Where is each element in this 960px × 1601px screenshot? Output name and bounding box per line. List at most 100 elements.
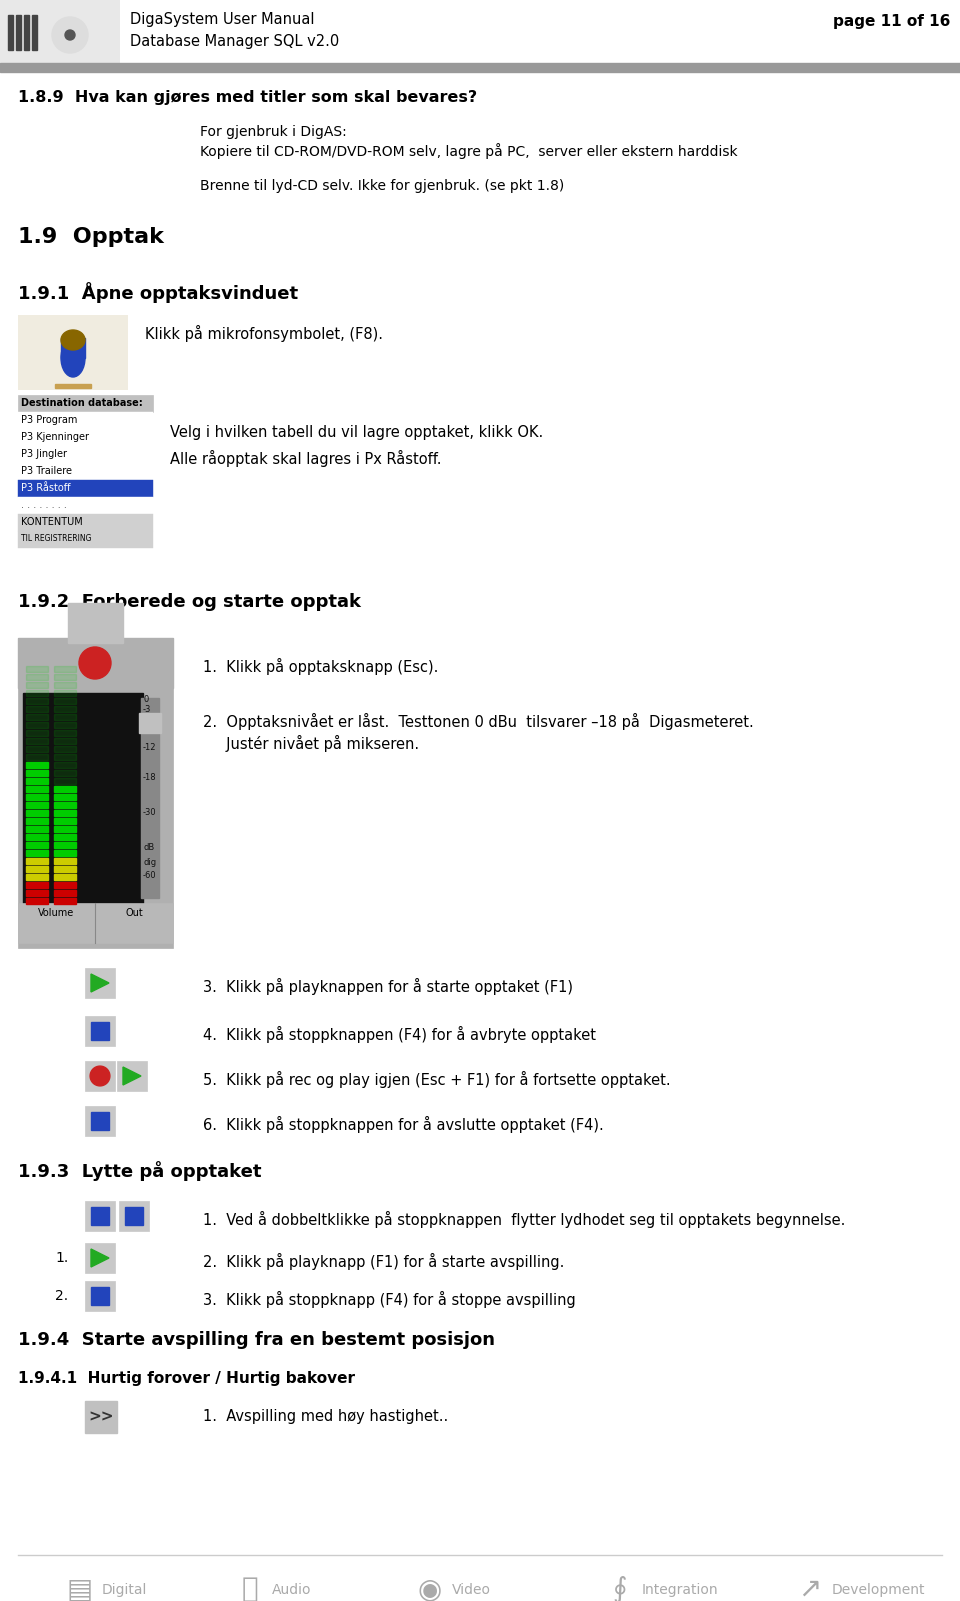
Ellipse shape (61, 330, 85, 351)
Bar (18, 411, 153, 429)
Text: Digital: Digital (102, 1583, 148, 1598)
Bar (0, 62, 960, 72)
Bar (18, 480, 153, 496)
Bar (54, 802, 76, 809)
Bar (54, 738, 76, 744)
Bar (54, 706, 76, 712)
Bar (54, 898, 76, 905)
Bar (54, 810, 76, 817)
Text: -3: -3 (143, 704, 152, 714)
Bar (54, 698, 76, 704)
Bar (26, 874, 48, 881)
Text: 𝄞: 𝄞 (242, 1575, 258, 1601)
Bar (54, 874, 76, 881)
Bar (26, 722, 48, 728)
Bar (26, 730, 48, 736)
Polygon shape (91, 1249, 109, 1266)
Text: ∮: ∮ (612, 1575, 627, 1601)
Bar (61, 338, 85, 359)
Text: 0: 0 (143, 695, 148, 704)
Text: dig: dig (143, 858, 156, 868)
Bar (125, 1207, 143, 1225)
Bar (26, 738, 48, 744)
Text: page 11 of 16: page 11 of 16 (832, 14, 950, 29)
Bar (26, 802, 48, 809)
Bar (8, 14, 13, 50)
Bar (26, 882, 48, 889)
Text: For gjenbruk i DigAS:: For gjenbruk i DigAS: (200, 125, 347, 139)
Bar (119, 1201, 149, 1231)
Bar (54, 730, 76, 736)
Bar (0, 0, 120, 66)
Bar (85, 1061, 115, 1090)
Bar (91, 1207, 109, 1225)
Circle shape (65, 30, 75, 40)
Bar (54, 826, 76, 833)
Text: 1.9.3  Lytte på opptaket: 1.9.3 Lytte på opptaket (18, 1161, 261, 1182)
Bar (54, 858, 76, 865)
Text: ▤: ▤ (67, 1575, 93, 1601)
Bar (117, 1061, 147, 1090)
Text: Destination database:: Destination database: (21, 399, 143, 408)
Bar (54, 690, 76, 696)
Text: DigaSystem User Manual
Database Manager SQL v2.0: DigaSystem User Manual Database Manager … (130, 11, 339, 50)
Text: KONTENTUM: KONTENTUM (21, 517, 83, 527)
Bar (71, 363, 75, 375)
Bar (68, 604, 123, 644)
Bar (85, 1242, 115, 1273)
Bar (85, 1106, 115, 1137)
Text: Alle råopptak skal lagres i Px Råstoff.: Alle råopptak skal lagres i Px Råstoff. (170, 450, 442, 467)
Bar (26, 706, 48, 712)
Bar (85, 1201, 115, 1231)
Bar (85, 1401, 117, 1433)
Text: -30: -30 (143, 809, 156, 817)
Bar (26, 754, 48, 760)
Bar (18, 639, 173, 688)
Bar (26, 794, 48, 800)
Bar (54, 882, 76, 889)
Text: Kopiere til CD-ROM/DVD-ROM selv, lagre på PC,  server eller ekstern harddisk: Kopiere til CD-ROM/DVD-ROM selv, lagre p… (200, 142, 737, 158)
Text: P3 Råstoff: P3 Råstoff (21, 484, 70, 493)
Bar (54, 714, 76, 720)
Bar (54, 770, 76, 776)
Bar (26, 762, 48, 768)
Polygon shape (91, 973, 109, 993)
Bar (91, 1287, 109, 1305)
Text: dB: dB (143, 844, 155, 852)
Circle shape (52, 18, 88, 53)
Bar (26, 770, 48, 776)
Text: P3 Jingler: P3 Jingler (21, 448, 67, 459)
Text: -60: -60 (143, 871, 156, 881)
Text: 1.  Klikk på opptaksknapp (Esc).: 1. Klikk på opptaksknapp (Esc). (203, 658, 439, 676)
Text: -12: -12 (143, 743, 156, 752)
Bar (54, 850, 76, 857)
Text: TIL REGISTRERING: TIL REGISTRERING (21, 535, 91, 543)
Bar (26, 858, 48, 865)
Bar (26, 850, 48, 857)
Text: 1.8.9  Hva kan gjøres med titler som skal bevares?: 1.8.9 Hva kan gjøres med titler som skal… (18, 90, 477, 106)
Bar (26, 866, 48, 873)
Bar (26, 826, 48, 833)
Bar (18, 903, 173, 943)
Bar (18, 496, 153, 514)
Text: Klikk på mikrofonsymbolet, (F8).: Klikk på mikrofonsymbolet, (F8). (145, 325, 383, 343)
Bar (26, 682, 48, 688)
Bar (54, 746, 76, 752)
Text: Development: Development (832, 1583, 925, 1598)
Bar (85, 1281, 115, 1311)
Bar (24, 14, 29, 50)
Text: Brenne til lyd-CD selv. Ikke for gjenbruk. (se pkt 1.8): Brenne til lyd-CD selv. Ikke for gjenbru… (200, 179, 564, 194)
Bar (54, 842, 76, 849)
Text: -6: -6 (143, 717, 152, 727)
Bar (18, 463, 153, 480)
Text: 4.  Klikk på stoppknappen (F4) for å avbryte opptaket: 4. Klikk på stoppknappen (F4) for å avbr… (203, 1026, 596, 1042)
Polygon shape (123, 1066, 141, 1085)
Bar (54, 834, 76, 841)
Text: 1.  Avspilling med høy hastighet..: 1. Avspilling med høy hastighet.. (203, 1409, 448, 1423)
Text: >>: >> (88, 1409, 113, 1425)
Bar (26, 842, 48, 849)
Text: Velg i hvilken tabell du vil lagre opptaket, klikk OK.: Velg i hvilken tabell du vil lagre oppta… (170, 424, 543, 440)
Bar (18, 447, 153, 463)
Text: 6.  Klikk på stoppknappen for å avslutte opptaket (F4).: 6. Klikk på stoppknappen for å avslutte … (203, 1116, 604, 1134)
Ellipse shape (61, 339, 85, 376)
